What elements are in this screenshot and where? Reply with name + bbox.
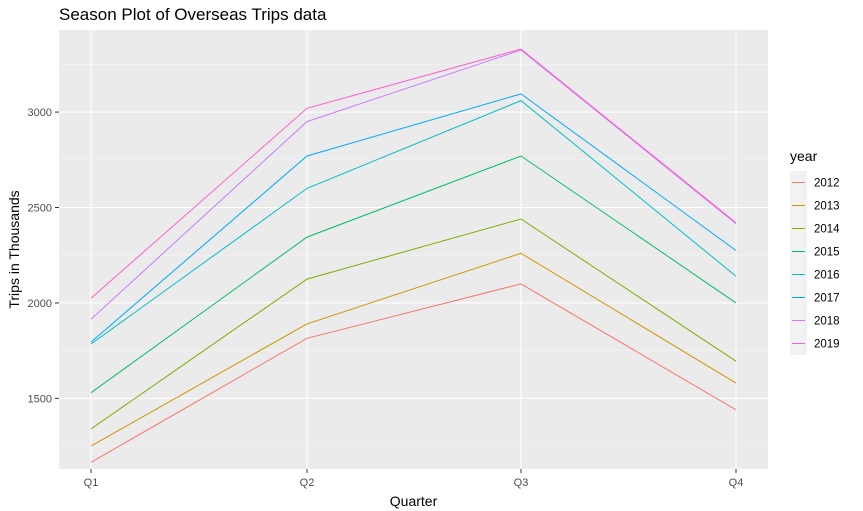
series-line-2014 [90,218,737,430]
series-line-2017 [90,93,737,343]
x-tick-label: Q2 [300,477,315,489]
chart-title: Season Plot of Overseas Trips data [59,5,327,24]
legend-label-2015: 2015 [814,247,840,259]
legend-label-2017: 2017 [814,293,840,305]
series-line-2018 [90,49,737,320]
series-lines [90,48,737,463]
legend: year 2012 2013 2014 2015 2016 2017 2018 2019 [790,148,840,355]
axes: 1500 2000 2500 3000 Q1 Q2 Q3 Q4 [28,107,744,489]
y-axis-title: Trips in Thousands [6,190,22,308]
series-line-2016 [90,100,737,345]
legend-label-2014: 2014 [814,224,840,236]
legend-label-2013: 2013 [814,201,840,213]
y-tick-label: 2500 [28,203,52,215]
y-tick-label: 2000 [28,298,52,310]
legend-label-2012: 2012 [814,178,840,190]
series-line-2015 [90,155,737,394]
y-tick-label: 1500 [28,393,52,405]
series-line-2019 [90,48,737,299]
x-tick-label: Q3 [514,477,529,489]
legend-label-2016: 2016 [814,270,840,282]
legend-label-2018: 2018 [814,316,840,328]
y-tick-label: 3000 [28,107,52,119]
series-line-2012 [90,283,737,463]
x-tick-label: Q4 [729,477,744,489]
legend-title: year [790,148,818,164]
x-axis-title: Quarter [390,493,438,509]
grid-lines [59,30,768,469]
legend-label-2019: 2019 [814,339,840,351]
series-line-2013 [90,252,737,447]
x-tick-label: Q1 [84,477,99,489]
